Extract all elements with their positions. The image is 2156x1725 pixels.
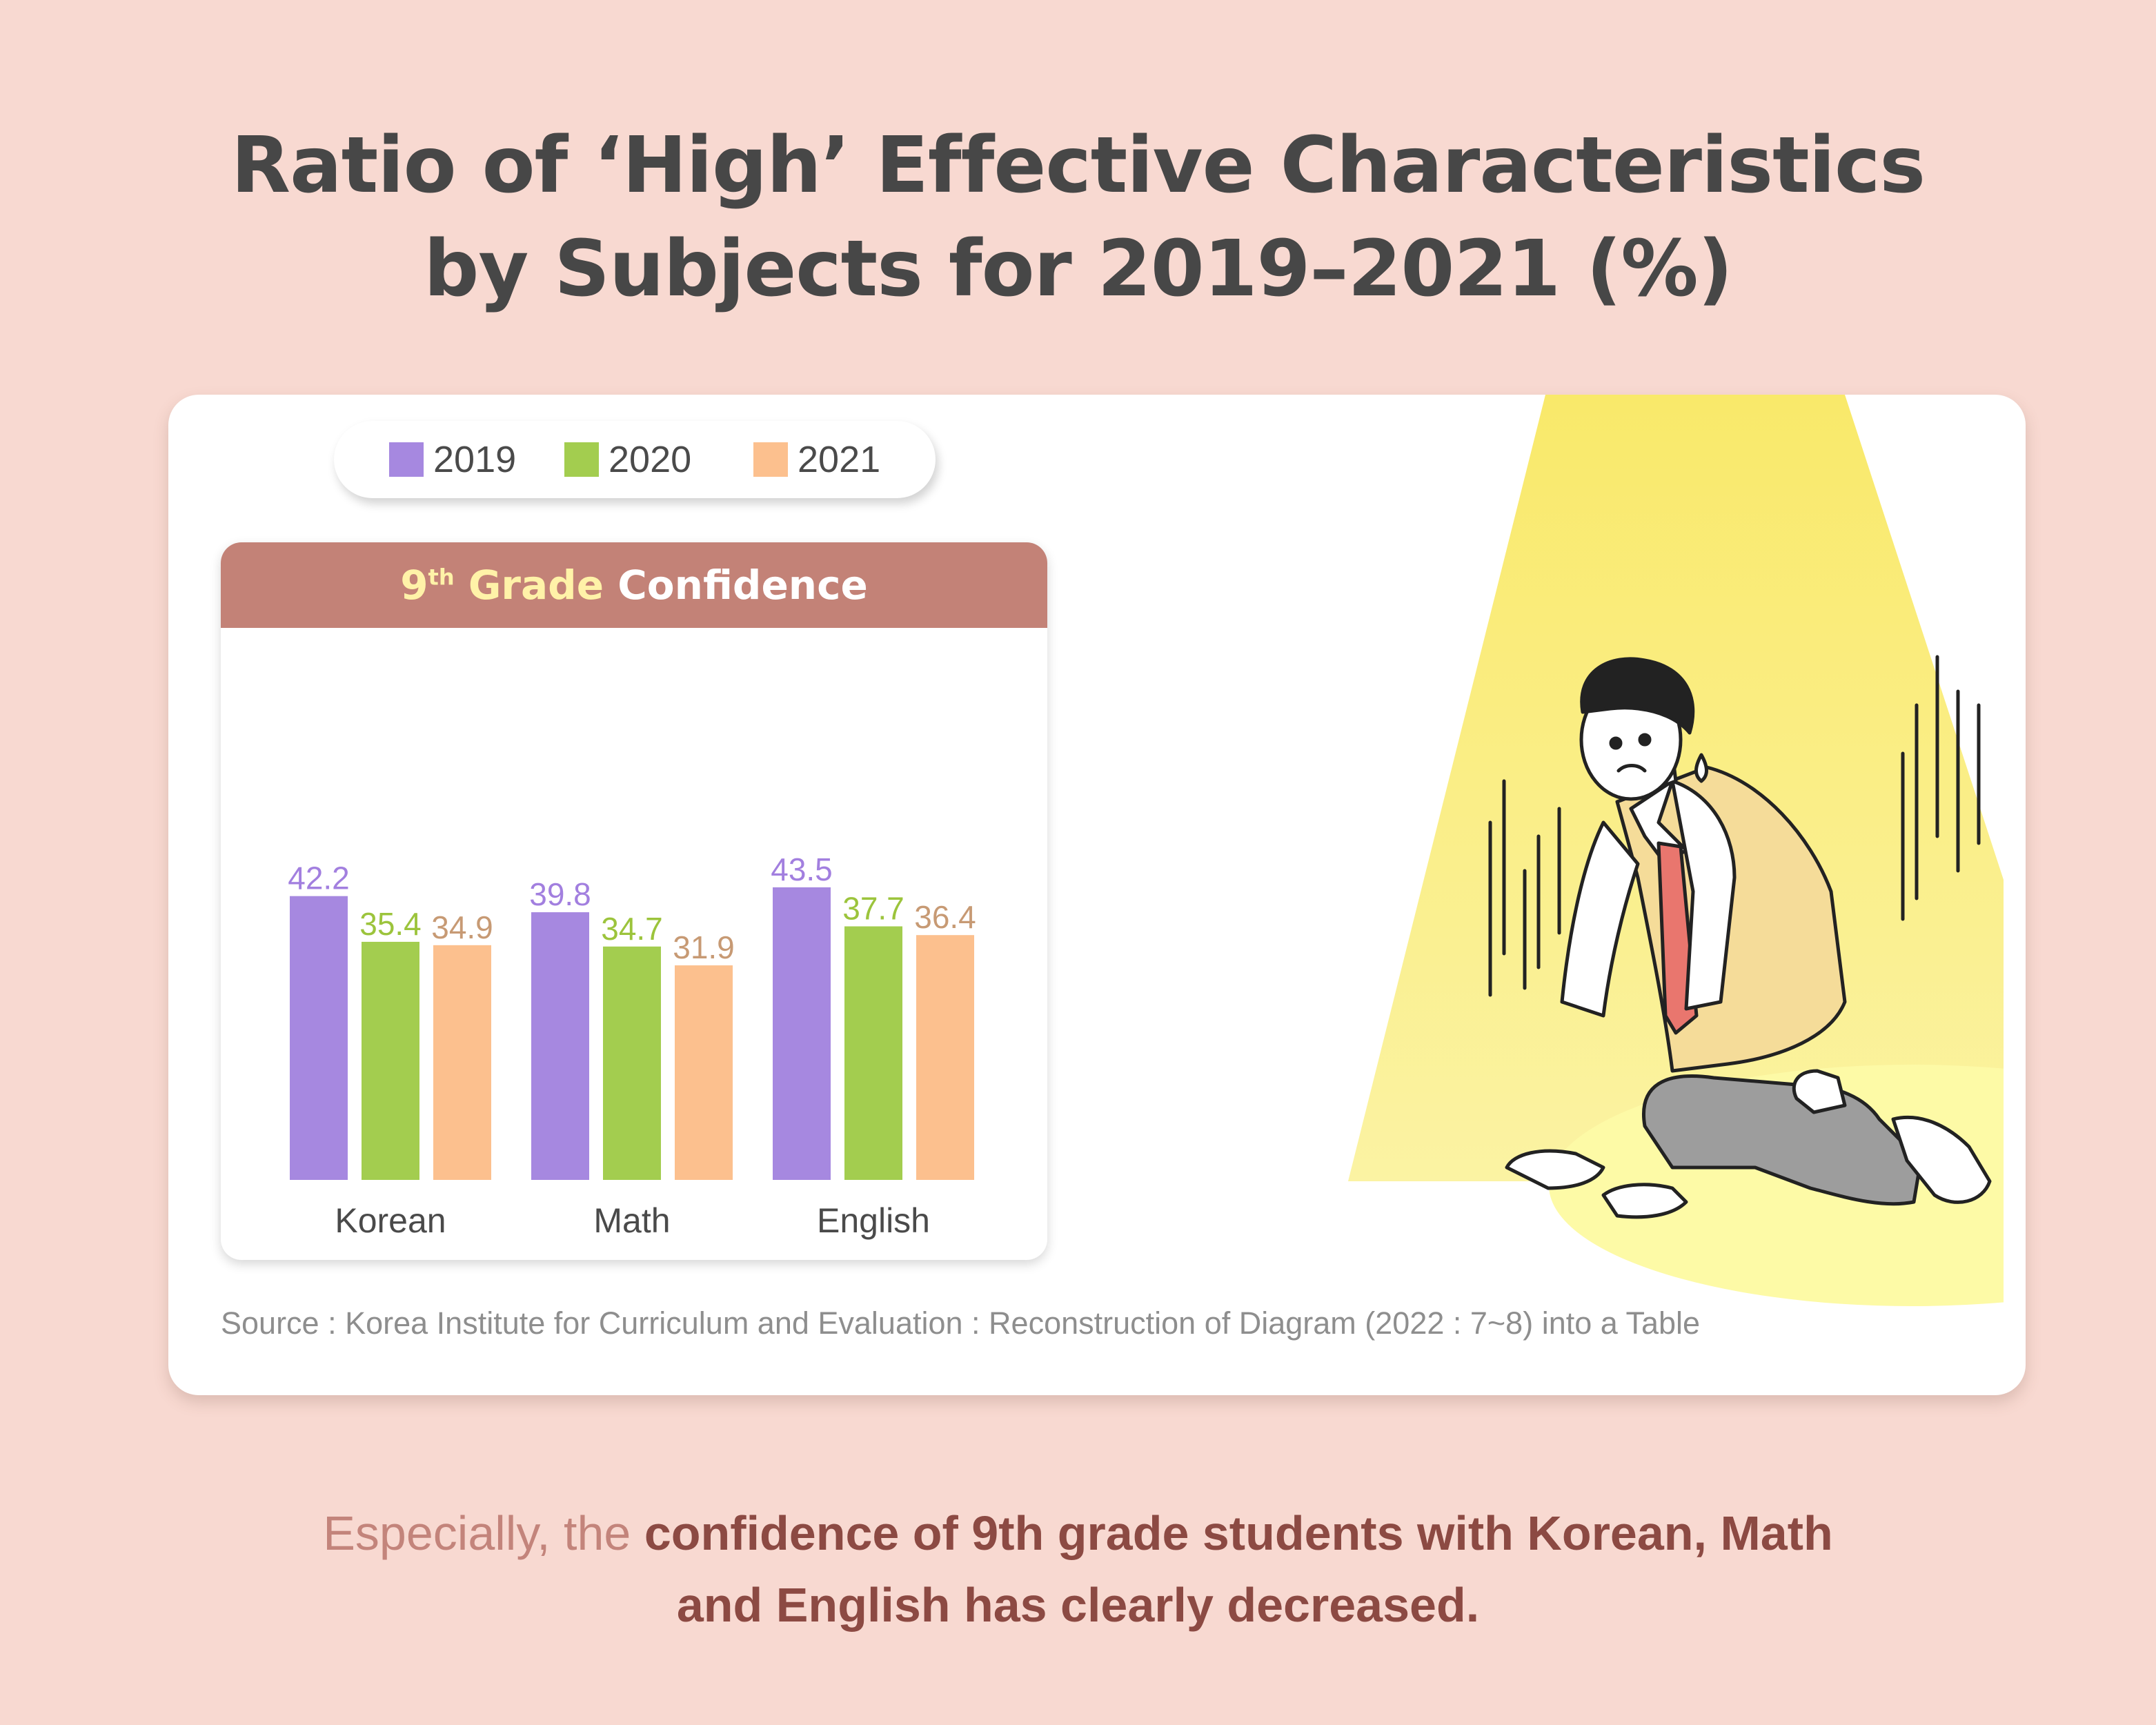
page-title: Ratio of ‘High’ Effective Characteristic… [0, 114, 2156, 321]
content-card: 2019 2020 2021 9th Grade Confidence 42.2… [168, 395, 2026, 1395]
page-title-line-1: Ratio of ‘High’ Effective Characteristic… [230, 121, 1926, 210]
category-label-english: English [817, 1201, 930, 1240]
legend-item-2020: 2020 [564, 421, 691, 498]
bar-english-2021 [916, 935, 974, 1180]
shaking-lines-icon [1488, 655, 1981, 997]
chart-panel: 9th Grade Confidence 42.2 35.4 34.9 Korean 3… [221, 542, 1047, 1260]
legend-swatch-2019 [389, 442, 424, 477]
page-title-line-2: by Subjects for 2019–2021 (%) [424, 224, 1733, 314]
bar-math-2020 [603, 946, 661, 1180]
data-label-math-2020: 34.7 [601, 911, 663, 947]
legend-swatch-2021 [753, 442, 788, 477]
legend-swatch-2020 [564, 442, 599, 477]
bar-korean-2020 [362, 941, 419, 1180]
bar-english-2020 [844, 926, 902, 1180]
caption-emphasis: confidence of 9th grade students with Ko… [644, 1506, 1833, 1560]
category-label-math: Math [593, 1201, 670, 1240]
chart-title: 9th Grade Confidence [221, 542, 1047, 628]
bar-english-2019 [773, 887, 831, 1180]
chart-title-grade: 9th Grade [400, 562, 604, 609]
data-label-math-2019: 39.8 [529, 876, 591, 912]
legend-item-2019: 2019 [389, 421, 516, 498]
data-label-english-2021: 36.4 [914, 899, 976, 935]
bar-chart: 42.235.4 34.9 Korean 39.8 34.7 31.9 Math 43.537… [288, 851, 976, 1240]
category-label-korean: Korean [335, 1201, 446, 1240]
legend-label-2020: 2020 [609, 439, 692, 480]
legend-item-2021: 2021 [753, 421, 880, 498]
caption-line-1: Especially, the confidence of 9th grade … [0, 1497, 2156, 1569]
bar-math-2019 [531, 912, 589, 1180]
chart-title-rest: Confidence [617, 562, 868, 609]
data-label-korean-2020: 35.4 [359, 906, 422, 942]
bar-korean-2021 [433, 945, 491, 1180]
chart-legend: 2019 2020 2021 [334, 421, 936, 498]
bar-math-2021 [675, 965, 733, 1180]
caption: Especially, the confidence of 9th grade … [0, 1497, 2156, 1641]
data-label-korean-2019: 42.2 [288, 860, 350, 896]
data-label-korean-2021: 34.9 [431, 909, 493, 945]
data-label-english-2019: 43.5 [771, 851, 833, 887]
caption-light: Especially, the [323, 1506, 644, 1560]
caption-line-2: and English has clearly decreased. [676, 1578, 1480, 1632]
source-note: Source : Korea Institute for Curriculum … [221, 1305, 1701, 1341]
data-label-math-2021: 31.9 [673, 929, 735, 965]
kneeling-student-illustration [1348, 395, 2004, 1306]
legend-label-2019: 2019 [433, 439, 517, 480]
data-label-english-2020: 37.7 [842, 891, 904, 927]
legend-label-2021: 2021 [798, 439, 881, 480]
student-figure-icon [1505, 657, 1992, 1219]
bar-korean-2019 [290, 896, 348, 1180]
